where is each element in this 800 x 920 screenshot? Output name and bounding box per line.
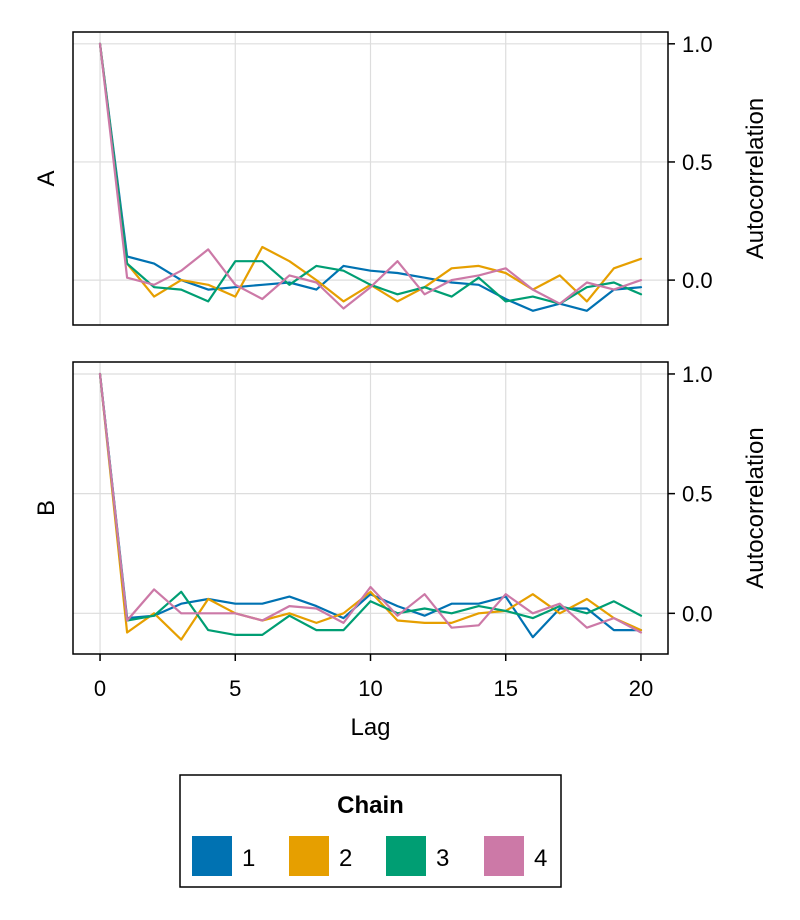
- y-tick-label: 1.0: [682, 362, 713, 387]
- y-tick-label: 0.5: [682, 482, 713, 507]
- y-tick-label: 1.0: [682, 32, 713, 57]
- legend-title: Chain: [337, 792, 404, 819]
- series-line-1: [98, 42, 643, 312]
- legend-swatch-4: [484, 836, 524, 876]
- legend-label-1: 1: [242, 845, 255, 872]
- x-tick-label: 15: [493, 676, 517, 701]
- series-line-4: [98, 372, 643, 634]
- series-line-3: [98, 42, 643, 305]
- x-axis-title: Lag: [350, 714, 390, 741]
- legend-label-3: 3: [436, 845, 449, 872]
- series-line-1: [98, 372, 643, 639]
- y-axis-title: Autocorrelation: [742, 98, 769, 259]
- x-tick-label: 20: [629, 676, 653, 701]
- panel-label-B: B: [33, 500, 60, 516]
- y-axis-title: Autocorrelation: [742, 427, 769, 588]
- y-tick-label: 0.5: [682, 150, 713, 175]
- legend-swatch-2: [289, 836, 329, 876]
- legend-label-2: 2: [339, 845, 352, 872]
- legend-box: [179, 774, 562, 888]
- legend-swatch-1: [192, 836, 232, 876]
- x-tick-label: 0: [94, 676, 106, 701]
- y-tick-label: 0.0: [682, 601, 713, 626]
- legend-swatch-3: [386, 836, 426, 876]
- plot-frame: [72, 31, 669, 326]
- legend-label-4: 4: [534, 845, 547, 872]
- series-line-4: [98, 42, 643, 310]
- x-tick-label: 5: [229, 676, 241, 701]
- y-tick-label: 0.0: [682, 268, 713, 293]
- x-tick-label: 10: [358, 676, 382, 701]
- panel-label-A: A: [33, 170, 60, 186]
- series-line-3: [98, 372, 643, 637]
